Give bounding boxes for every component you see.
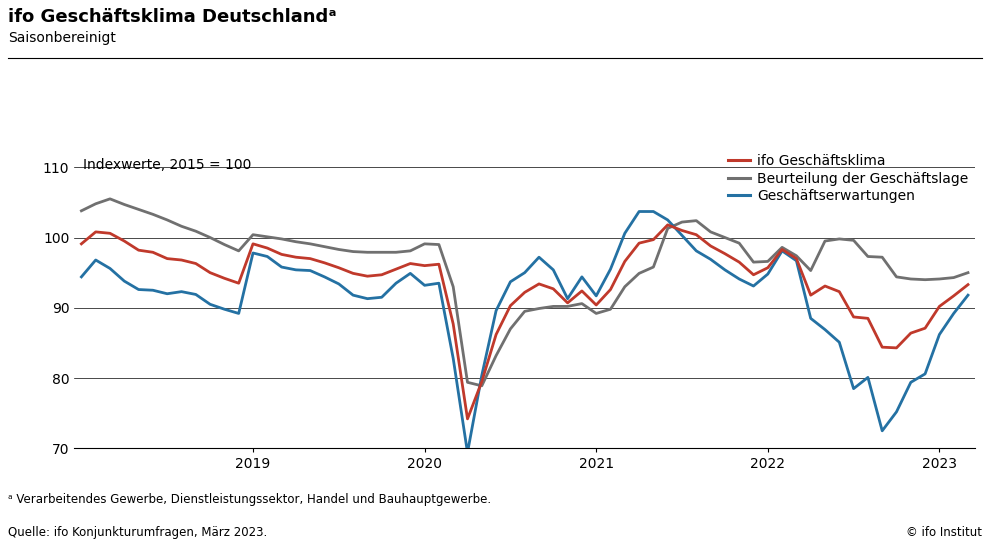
Text: Quelle: ifo Konjunkturumfragen, März 2023.: Quelle: ifo Konjunkturumfragen, März 202…	[8, 526, 267, 539]
Text: © ifo Institut: © ifo Institut	[906, 526, 982, 539]
Text: Saisonbereinigt: Saisonbereinigt	[8, 31, 116, 45]
Text: ᵃ Verarbeitendes Gewerbe, Dienstleistungssektor, Handel und Bauhauptgewerbe.: ᵃ Verarbeitendes Gewerbe, Dienstleistung…	[8, 493, 491, 506]
Legend: ifo Geschäftsklima, Beurteilung der Geschäftslage, Geschäftserwartungen: ifo Geschäftsklima, Beurteilung der Gesc…	[728, 154, 968, 203]
Text: ifo Geschäftsklima Deutschlandᵃ: ifo Geschäftsklima Deutschlandᵃ	[8, 8, 337, 26]
Text: Indexwerte, 2015 = 100: Indexwerte, 2015 = 100	[83, 158, 251, 172]
